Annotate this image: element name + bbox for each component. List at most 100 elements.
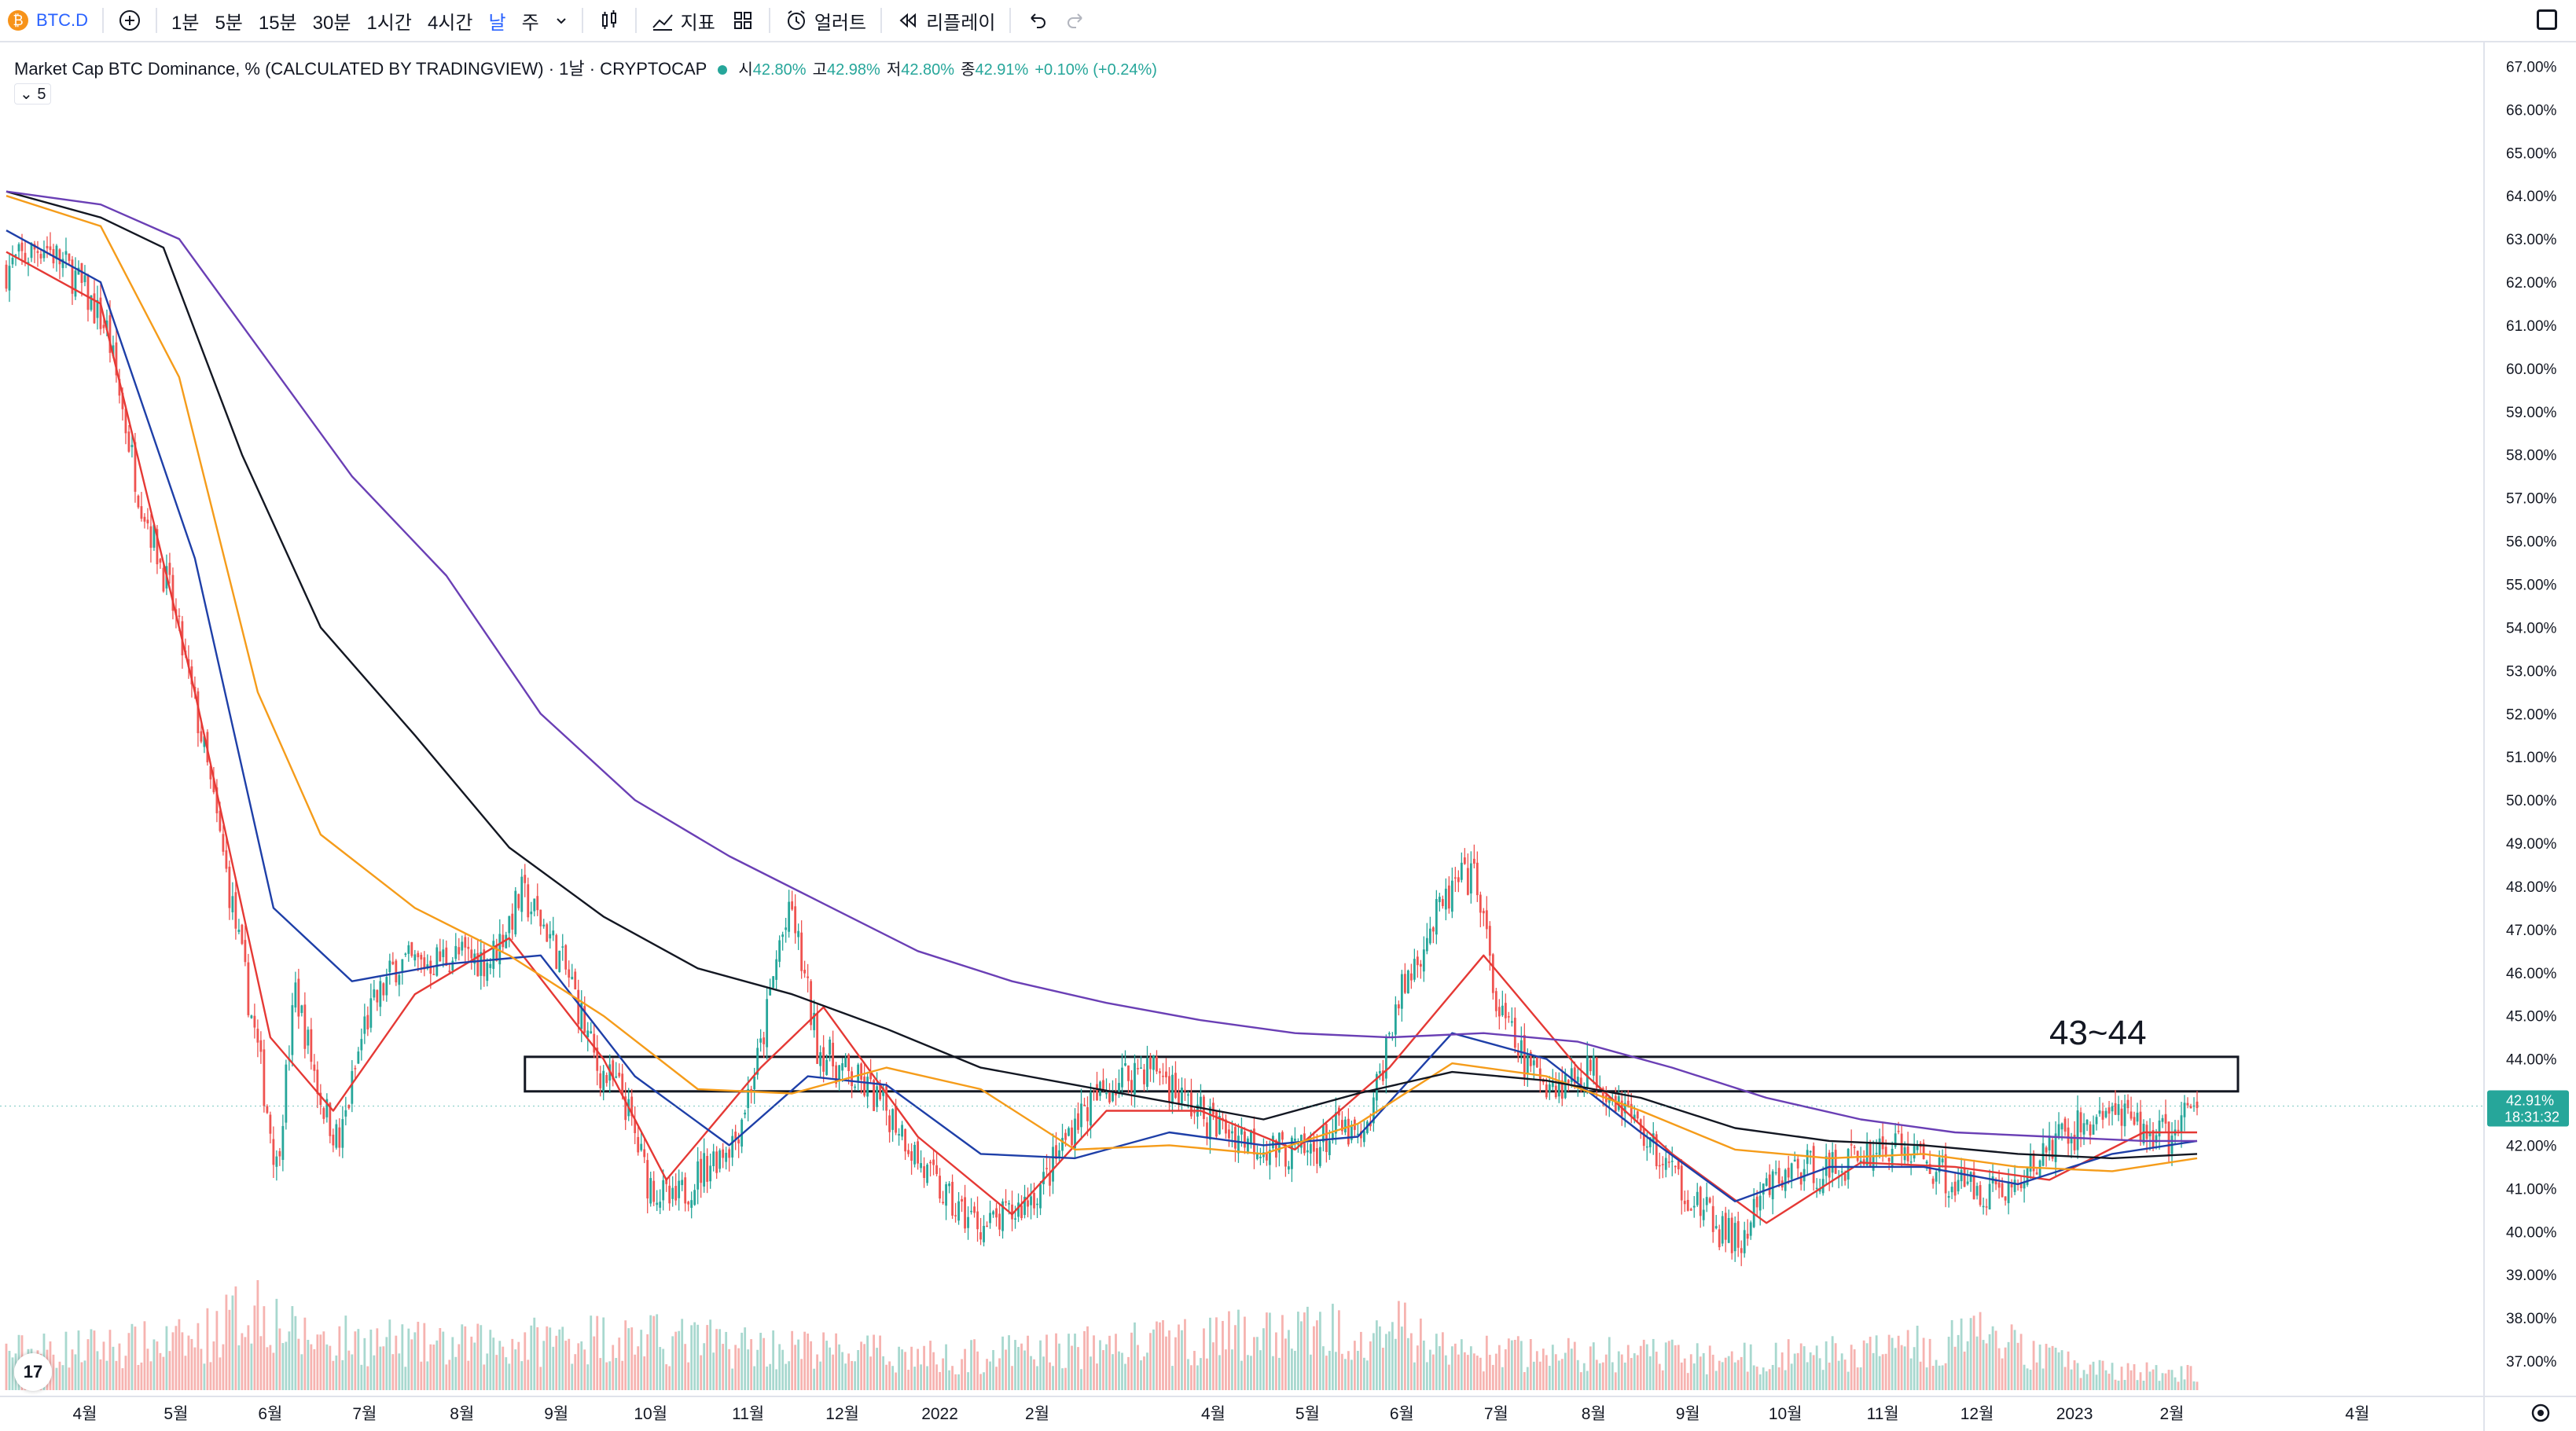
candle-body [888,1115,891,1132]
candle-body [829,1039,832,1055]
settings-gear-icon[interactable] [2531,1403,2550,1422]
volume-bar [590,1315,593,1390]
candle-body [1165,1071,1167,1077]
price-chart[interactable]: 67.00% 66.00% 65.00% 64.00% 63.00% 62.00% 61.0… [0,42,2576,1431]
price-axis[interactable]: 67.00% 66.00% 65.00% 64.00% 63.00% 62.00% 61.0… [2483,42,2576,1431]
volume-bar [662,1348,665,1390]
volume-bar [1859,1367,1862,1390]
volume-bar [1548,1366,1551,1390]
volume-bar [149,1361,153,1390]
candle-body [351,1070,354,1104]
candle-body [568,969,571,978]
interval-1w[interactable]: 주 [521,12,539,34]
replay-button[interactable]: 리플레이 [888,0,1003,41]
undo-button[interactable] [1017,0,1056,41]
candle-body [1856,1150,1859,1161]
moving-average-line-4[interactable] [6,190,2198,1160]
candle-body [398,974,401,985]
volume-bar [731,1368,734,1390]
volume-bar [1237,1309,1240,1390]
price-tick-label: 52.00% [2506,706,2557,723]
interval-1d[interactable]: 날 [488,12,506,34]
volume-bar [596,1315,599,1390]
chart-type-button[interactable] [590,0,629,41]
compare-button[interactable] [110,0,149,41]
volume-bar [1337,1310,1340,1390]
candle-body [294,982,297,1008]
interval-5m[interactable]: 5분 [215,12,243,34]
volume-bar [2152,1369,2155,1390]
candle-body [696,1161,700,1190]
candle-body [1143,1070,1145,1084]
interval-4h[interactable]: 4시간 [427,12,473,34]
candle-body [2082,1123,2085,1135]
moving-average-line-5[interactable] [6,190,2197,1143]
volume-bar [524,1332,527,1390]
interval-dropdown[interactable] [547,0,575,41]
candle-body [1570,1068,1573,1083]
candle-body [1488,926,1491,956]
candle-body [970,1210,972,1213]
candle-body [2164,1114,2167,1124]
candle-body [945,1184,947,1206]
volume-bar [1780,1352,1784,1390]
redo-button[interactable] [1056,0,1096,41]
volume-bar [1328,1350,1331,1390]
volume-bar [2095,1374,2098,1390]
fullscreen-icon[interactable] [2537,9,2557,30]
moving-average-line-3[interactable] [6,195,2198,1172]
volume-bar [1950,1319,1953,1390]
volume-bar [2010,1324,2013,1390]
tradingview-logo-icon[interactable]: 17 [14,1353,52,1391]
indicators-toggle[interactable]: ⌄ 5 [14,83,52,105]
volume-bar [1134,1322,1136,1390]
candle-body [1699,1187,1702,1216]
candle-body [1416,956,1419,966]
volume-bar [1225,1349,1227,1390]
volume-bar [219,1357,222,1390]
chart-title[interactable]: Market Cap BTC Dominance, % (CALCULATED … [14,59,707,79]
volume-bar [1529,1338,1532,1390]
volume-bar [1331,1304,1334,1390]
interval-30m[interactable]: 30분 [312,12,351,34]
moving-average-line-1[interactable] [6,251,2197,1224]
candle-body [781,934,785,937]
volume-bar [1809,1352,1812,1390]
interval-15m[interactable]: 15분 [258,12,297,34]
candle-body [769,989,772,996]
volume-bar [502,1346,505,1390]
volume-bar [1259,1350,1262,1390]
volume-bar [1997,1348,2001,1390]
zone-annotation[interactable]: 43~44 [2049,1014,2147,1052]
candle-body [1925,1161,1928,1164]
indicators-button[interactable]: 지표 [643,0,723,41]
volume-bar [354,1331,357,1390]
candle-body [822,1047,825,1072]
volume-bar [1055,1333,1057,1390]
candle-body [2095,1117,2098,1125]
time-tick-label: 9월 [1676,1405,1700,1423]
moving-average-line-2[interactable] [6,229,2198,1202]
volume-bar [61,1365,64,1390]
interval-1m[interactable]: 1분 [171,12,200,34]
volume-bar [1504,1349,1507,1390]
volume-bar [11,1357,14,1390]
price-tick-label: 59.00% [2506,405,2557,421]
price-tick-label: 39.00% [2506,1268,2557,1284]
volume-bar [1532,1361,1535,1390]
candle-body [2079,1112,2082,1132]
time-tick-label: 4월 [2345,1405,2369,1423]
symbol-selector[interactable]: ₿ BTC.D [0,0,96,41]
time-axis[interactable]: 4월 5월 6월 7월 8월 9월 10월 11월 12월 2022 2월 4월 5월 6월 7월 8월 9월 1… [0,1396,2576,1423]
volume-bar [77,1330,80,1390]
alert-button[interactable]: 얼러트 [777,0,874,41]
volume-bar [888,1361,891,1390]
candle-body [1859,1160,1862,1162]
toolbar-divider [1009,8,1012,33]
support-resistance-box[interactable] [524,1055,2240,1093]
candle-body [1655,1134,1658,1167]
interval-1h[interactable]: 1시간 [366,12,412,34]
volume-bar [920,1364,922,1390]
volume-bar [1935,1359,1938,1390]
layouts-button[interactable] [723,0,763,41]
